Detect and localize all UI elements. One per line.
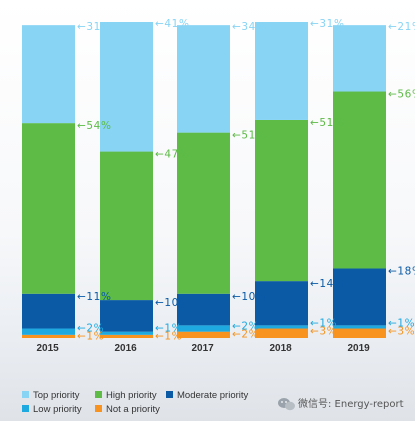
bar-moderate-priority-2015 bbox=[22, 293, 75, 329]
bar-top-priority-2019 bbox=[333, 25, 386, 92]
data-label-not-a-priority-2018: ←3% bbox=[310, 326, 337, 338]
bar-moderate-priority-2016 bbox=[100, 300, 153, 332]
bars-layer bbox=[22, 22, 386, 338]
legend-swatch-high-priority bbox=[95, 391, 102, 398]
x-tick-label-2019: 2019 bbox=[348, 343, 371, 354]
bar-low-priority-2015 bbox=[22, 328, 75, 335]
bar-not-a-priority-2015 bbox=[22, 334, 75, 338]
bar-high-priority-2015 bbox=[22, 123, 75, 294]
data-label-top-priority-2016: ←41% bbox=[155, 18, 190, 30]
legend-label-moderate-priority: Moderate priority bbox=[177, 390, 249, 401]
watermark-text: 微信号: Energy-report bbox=[298, 397, 404, 410]
x-tick-label-2015: 2015 bbox=[37, 343, 60, 354]
data-label-low-priority-2016: ←1% bbox=[155, 322, 182, 334]
data-label-top-priority-2017: ←34% bbox=[232, 21, 267, 33]
watermark: 微信号: Energy-report bbox=[278, 397, 404, 411]
legend-swatch-top-priority bbox=[22, 391, 29, 398]
bar-moderate-priority-2019 bbox=[333, 268, 386, 326]
bar-moderate-priority-2017 bbox=[177, 293, 230, 326]
data-label-high-priority-2019: ←56% bbox=[388, 89, 415, 101]
data-label-moderate-priority-2016: ←10% bbox=[155, 297, 190, 309]
bar-not-a-priority-2019 bbox=[333, 328, 386, 338]
legend-label-low-priority: Low priority bbox=[33, 404, 82, 415]
legend-label-top-priority: Top priority bbox=[33, 390, 80, 401]
bar-high-priority-2017 bbox=[177, 132, 230, 294]
bar-low-priority-2018 bbox=[255, 325, 308, 329]
data-label-moderate-priority-2015: ←11% bbox=[77, 291, 112, 303]
bar-not-a-priority-2016 bbox=[100, 334, 153, 338]
data-label-top-priority-2015: ←31% bbox=[77, 21, 112, 33]
bar-not-a-priority-2018 bbox=[255, 328, 308, 338]
legend-swatch-moderate-priority bbox=[166, 391, 173, 398]
data-label-top-priority-2018: ←31% bbox=[310, 18, 345, 30]
x-axis-labels: 2015 2016 2017 2018 2019 bbox=[37, 343, 371, 354]
data-label-not-a-priority-2016: ←1% bbox=[155, 330, 182, 342]
data-label-high-priority-2016: ←47% bbox=[155, 149, 190, 161]
data-label-low-priority-2015: ←2% bbox=[77, 322, 104, 334]
data-label-moderate-priority-2019: ←18% bbox=[388, 265, 415, 277]
bar-high-priority-2018 bbox=[255, 119, 308, 282]
legend-swatch-not-a-priority bbox=[95, 405, 102, 412]
data-label-not-a-priority-2019: ←3% bbox=[388, 326, 415, 338]
legend-label-not-a-priority: Not a priority bbox=[106, 404, 160, 415]
bar-top-priority-2017 bbox=[177, 25, 230, 133]
legend-swatch-low-priority bbox=[22, 405, 29, 412]
data-label-high-priority-2017: ←51% bbox=[232, 130, 267, 142]
bar-low-priority-2019 bbox=[333, 325, 386, 329]
data-label-low-priority-2018: ←1% bbox=[310, 318, 337, 330]
bar-moderate-priority-2018 bbox=[255, 281, 308, 326]
data-labels-layer: ←1%←2%←11%←54%←31%←1%←1%←10%←47%←41%←2%←… bbox=[77, 18, 415, 342]
data-label-high-priority-2018: ←51% bbox=[310, 117, 345, 129]
data-label-high-priority-2015: ←54% bbox=[77, 120, 112, 132]
data-label-moderate-priority-2018: ←14% bbox=[310, 278, 345, 290]
data-label-moderate-priority-2017: ←10% bbox=[232, 291, 267, 303]
bar-low-priority-2017 bbox=[177, 325, 230, 332]
bar-high-priority-2016 bbox=[100, 151, 153, 301]
x-tick-label-2016: 2016 bbox=[115, 343, 138, 354]
x-tick-label-2018: 2018 bbox=[270, 343, 293, 354]
x-tick-label-2017: 2017 bbox=[192, 343, 215, 354]
data-label-low-priority-2017: ←2% bbox=[232, 321, 259, 333]
bar-not-a-priority-2017 bbox=[177, 331, 230, 338]
legend: Top priority High priority Moderate priori… bbox=[22, 390, 249, 415]
legend-label-high-priority: High priority bbox=[106, 390, 157, 401]
bar-top-priority-2015 bbox=[22, 25, 75, 124]
data-label-top-priority-2019: ←21% bbox=[388, 21, 415, 33]
wechat-icon bbox=[278, 398, 295, 411]
bar-low-priority-2016 bbox=[100, 331, 153, 335]
bar-high-priority-2019 bbox=[333, 91, 386, 269]
data-label-not-a-priority-2015: ←1% bbox=[77, 330, 104, 342]
bar-top-priority-2016 bbox=[100, 22, 153, 152]
data-label-low-priority-2019: ←1% bbox=[388, 318, 415, 330]
data-label-not-a-priority-2017: ←2% bbox=[232, 329, 259, 341]
bar-top-priority-2018 bbox=[255, 22, 308, 120]
